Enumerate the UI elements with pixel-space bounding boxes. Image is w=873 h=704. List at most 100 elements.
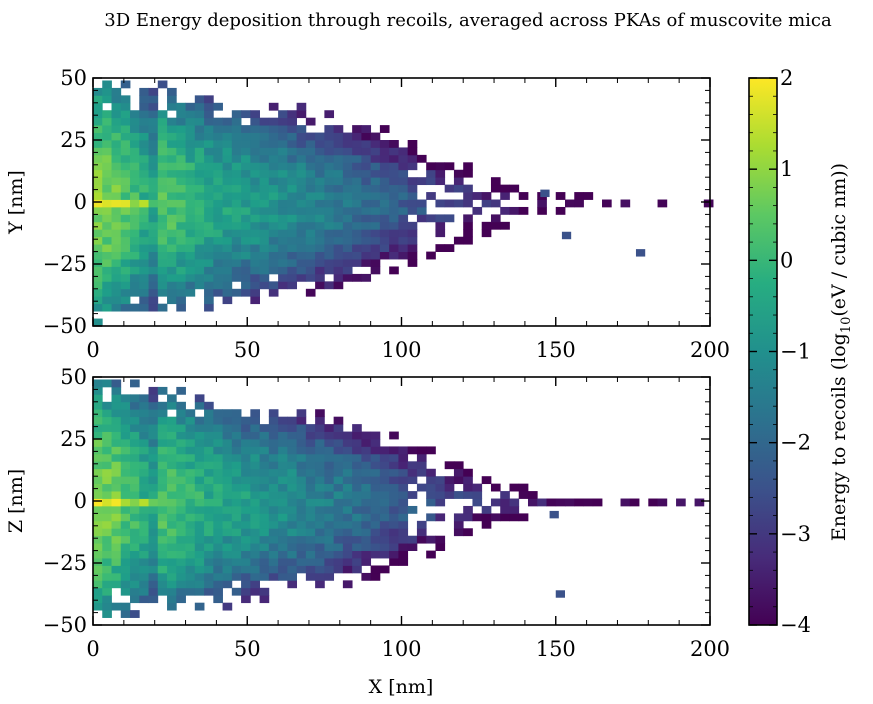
heatmap-cell — [157, 386, 168, 395]
heatmap-cell — [102, 125, 112, 133]
heatmap-cell — [194, 505, 205, 514]
heatmap-cell — [435, 199, 446, 208]
heatmap-cell — [120, 288, 131, 297]
heatmap-cell — [139, 206, 149, 215]
heatmap-cell — [111, 259, 122, 267]
heatmap-cell — [148, 296, 159, 305]
heatmap-cell — [130, 416, 140, 425]
heatmap-cell — [435, 221, 446, 230]
heatmap-cell — [361, 439, 372, 447]
heatmap-cell — [278, 498, 288, 507]
heatmap-cell — [352, 498, 362, 507]
heatmap-cell — [296, 162, 307, 171]
colorbar-tick-label: 0 — [780, 248, 793, 272]
heatmap-cell — [139, 221, 149, 230]
heatmap-cell — [352, 461, 362, 470]
heatmap-cell — [120, 95, 131, 104]
heatmap-cell — [130, 587, 140, 596]
heatmap-cell — [130, 424, 140, 432]
heatmap-cell — [361, 483, 372, 492]
heatmap-cell — [259, 461, 270, 470]
heatmap-cell — [370, 169, 381, 178]
heatmap-cell — [315, 491, 325, 499]
heatmap-cell — [130, 476, 140, 485]
heatmap-cell — [389, 154, 399, 163]
heatmap-cell — [93, 266, 103, 275]
heatmap-cell — [222, 281, 233, 290]
heatmap-cell — [167, 162, 177, 171]
heatmap-cell — [130, 528, 140, 537]
heatmap-cell — [389, 229, 399, 238]
heatmap-cell — [111, 303, 122, 312]
heatmap-cell — [416, 199, 427, 208]
heatmap-cell — [287, 162, 298, 171]
heatmap-cell — [389, 147, 399, 156]
heatmap-cell — [241, 236, 251, 245]
heatmap-cell — [213, 446, 223, 455]
heatmap-cell — [102, 303, 112, 312]
heatmap-cell — [435, 535, 446, 544]
heatmap-cell — [407, 177, 418, 186]
heatmap-cell — [241, 558, 251, 566]
heatmap-cell — [111, 229, 122, 238]
heatmap-cell — [296, 409, 307, 418]
heatmap-cell — [111, 476, 122, 485]
heatmap-cell — [130, 379, 140, 388]
heatmap-cell — [324, 266, 335, 275]
x-tick-label: 100 — [381, 637, 421, 661]
heatmap-cell — [93, 192, 103, 200]
heatmap-cell — [139, 140, 149, 148]
heatmap-cell — [379, 453, 390, 462]
heatmap-cell — [194, 95, 205, 104]
heatmap-cell — [416, 483, 427, 492]
heatmap-cell — [407, 236, 418, 245]
heatmap-cell — [148, 394, 159, 403]
heatmap-cell — [398, 491, 409, 499]
heatmap-cell — [120, 424, 131, 432]
heatmap-cell — [120, 206, 131, 215]
heatmap-cell — [435, 169, 446, 178]
heatmap-cell — [324, 154, 335, 163]
heatmap-cell — [315, 409, 325, 418]
heatmap-cell — [379, 184, 390, 193]
heatmap-cell — [370, 192, 381, 200]
heatmap-cell — [241, 162, 251, 171]
heatmap-cell — [213, 468, 223, 477]
heatmap-cell — [268, 476, 279, 485]
heatmap-cell — [324, 162, 335, 171]
heatmap-cell — [102, 446, 112, 455]
heatmap-cell — [213, 535, 223, 544]
heatmap-cell — [398, 236, 409, 245]
heatmap-cell — [167, 513, 177, 522]
heatmap-cell — [241, 498, 251, 507]
heatmap-cell — [231, 117, 242, 126]
heatmap-cell — [185, 251, 196, 260]
heatmap-cell — [111, 498, 122, 507]
heatmap-cell — [287, 221, 298, 230]
heatmap-cell — [157, 572, 168, 581]
heatmap-cell — [120, 132, 131, 141]
heatmap-cell — [176, 513, 186, 522]
heatmap-cell — [463, 528, 473, 537]
heatmap-cell — [241, 154, 251, 163]
heatmap-cell — [120, 491, 131, 499]
heatmap-cell — [157, 184, 168, 193]
heatmap-cell — [167, 431, 177, 440]
heatmap-cell — [315, 177, 325, 186]
heatmap-cell — [444, 199, 455, 208]
heatmap-cell — [222, 513, 233, 522]
heatmap-cell — [176, 177, 186, 186]
heatmap-cell — [305, 520, 316, 529]
heatmap-cell — [278, 266, 288, 275]
heatmap-cell — [657, 199, 668, 208]
heatmap-cell — [259, 513, 270, 522]
heatmap-cell — [231, 206, 242, 215]
heatmap-cell — [370, 154, 381, 163]
heatmap-cell — [93, 177, 103, 186]
heatmap-cell — [407, 229, 418, 238]
heatmap-cell — [167, 535, 177, 544]
heatmap-cell — [157, 140, 168, 148]
heatmap-cell — [305, 147, 316, 156]
heatmap-cell — [102, 132, 112, 141]
heatmap-cell — [185, 259, 196, 267]
